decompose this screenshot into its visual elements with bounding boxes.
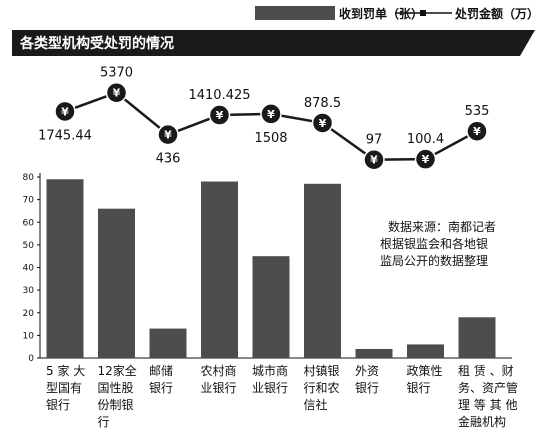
line-data-label: 1745.44 <box>38 128 92 143</box>
title-banner <box>12 30 535 56</box>
category-label: 银行 <box>355 381 379 395</box>
category-label: 行和农 <box>304 381 340 395</box>
category-label: 型国有 <box>46 381 82 395</box>
yuan-coin-marker <box>414 148 437 170</box>
category-label: 银行 <box>407 381 431 395</box>
y-tick-label: 20 <box>23 309 35 319</box>
category-label: 银行 <box>149 381 173 395</box>
yuan-icon: ¥ <box>113 87 121 100</box>
source-note-line-1: 数据来源：南都记者 <box>388 219 496 234</box>
yuan-icon: ¥ <box>370 154 378 167</box>
y-tick-label: 60 <box>23 218 35 228</box>
bar <box>46 179 84 358</box>
category-label: 城市商 <box>252 363 288 378</box>
source-note-line-2: 根据银监会和各地银 <box>380 236 488 251</box>
yuan-icon: ¥ <box>422 153 430 166</box>
line-data-label: 1508 <box>254 131 287 146</box>
line-data-label: 5370 <box>100 66 133 81</box>
legend-line-label: 处罚金额（万） <box>454 6 539 21</box>
bar <box>252 256 290 358</box>
line-data-label: 535 <box>465 104 490 119</box>
category-label: 政策性 <box>407 364 443 378</box>
bar <box>355 348 393 358</box>
source-note-line-3: 监局公开的数据整理 <box>380 253 488 268</box>
category-labels: 5 家 大型国有银行12家全国性股份制银行邮储银行农村商业银行城市商业银行村镇银… <box>46 363 518 429</box>
category-label: 租 赁 、财 <box>458 364 514 378</box>
category-label: 业银行 <box>252 381 288 395</box>
yuan-coin-marker <box>157 123 179 146</box>
chart-title: 各类型机构受处罚的情况 <box>19 35 174 52</box>
y-tick-label: 0 <box>28 354 34 364</box>
legend-bar-label: 收到罚单（张） <box>339 6 423 21</box>
line-data-label: 878.5 <box>304 96 341 111</box>
bar <box>407 344 444 358</box>
y-tick-label: 80 <box>23 173 35 183</box>
yuan-coin-marker <box>260 103 282 125</box>
category-label: 邮储 <box>149 363 173 378</box>
category-label: 农村商 <box>201 363 237 378</box>
line-data-label: 97 <box>366 133 383 148</box>
category-label: 理 等 其 他 <box>458 398 517 412</box>
bar <box>304 183 341 358</box>
yuan-icon: ¥ <box>473 125 481 138</box>
yuan-icon: ¥ <box>319 117 327 130</box>
category-label: 金融机构 <box>458 414 506 429</box>
yuan-icon: ¥ <box>216 109 224 122</box>
category-label: 外资 <box>355 364 379 378</box>
category-label: 村镇银 <box>304 364 340 378</box>
legend-bar-swatch <box>255 6 335 20</box>
legend-line-marker <box>420 10 426 16</box>
yuan-coin-marker <box>105 81 128 104</box>
y-tick-label: 50 <box>23 241 35 251</box>
yuan-coin-marker <box>54 100 76 123</box>
y-tick-label: 70 <box>23 196 35 206</box>
line-series: ¥1745.44 ¥5370 ¥436 ¥1410.425 ¥1508 ¥878.5 ¥97… <box>38 66 490 171</box>
category-label: 业银行 <box>201 381 237 395</box>
category-label: 5 家 大 <box>46 363 85 378</box>
y-tick-label: 30 <box>23 286 35 296</box>
category-label: 银行 <box>46 398 70 412</box>
bar-series <box>46 179 496 358</box>
bar <box>149 328 187 358</box>
amount-line <box>64 91 478 162</box>
yuan-icon: ¥ <box>61 105 69 118</box>
yuan-icon: ¥ <box>267 108 275 121</box>
category-label: 务、资产管 <box>458 380 518 395</box>
line-data-label: 1410.425 <box>188 88 250 103</box>
category-label: 行 <box>98 415 110 429</box>
y-tick-label: 40 <box>23 264 35 274</box>
bar <box>201 181 238 358</box>
category-label: 国性股 <box>98 381 134 395</box>
category-label: 12家全 <box>98 363 137 378</box>
category-label: 份制银 <box>98 398 134 412</box>
bar <box>98 208 135 358</box>
line-data-label: 100.4 <box>407 132 444 147</box>
yuan-coin-marker <box>466 120 488 142</box>
y-tick-label: 10 <box>23 331 35 341</box>
yuan-coin-marker <box>363 148 385 171</box>
yuan-coin-marker <box>311 112 334 134</box>
bar <box>458 317 496 358</box>
yuan-coin-marker <box>208 104 231 126</box>
line-data-label: 436 <box>156 152 181 167</box>
category-label: 信社 <box>304 397 328 412</box>
yuan-icon: ¥ <box>164 129 172 142</box>
